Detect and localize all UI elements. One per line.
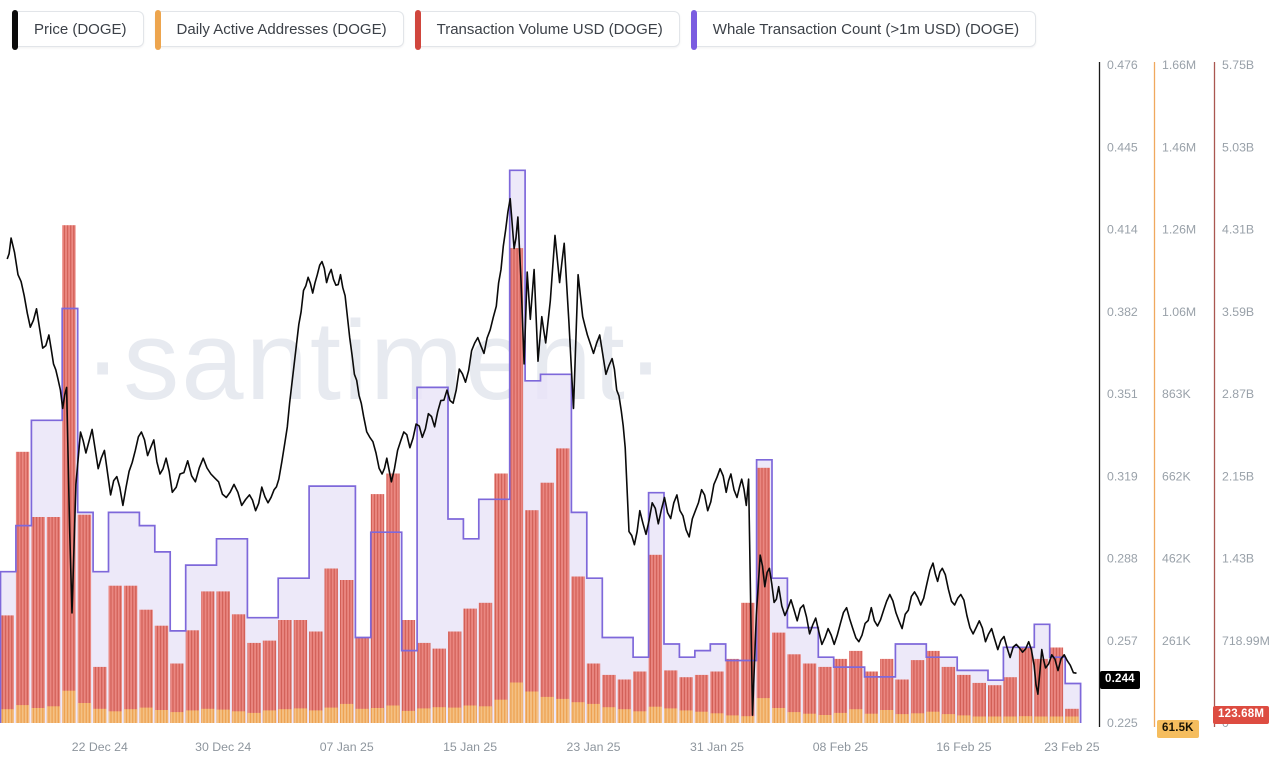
legend-item-label: Transaction Volume USD (DOGE)	[436, 20, 663, 38]
whale-area-fill	[0, 170, 1081, 724]
price-current-badge: 0.244	[1100, 671, 1140, 689]
daa-swatch-icon	[154, 10, 161, 50]
svg-text:08 Feb 25: 08 Feb 25	[813, 740, 869, 754]
svg-text:0.319: 0.319	[1107, 469, 1138, 483]
svg-text:718.99M: 718.99M	[1222, 634, 1270, 648]
daa-axis: 1.66M 1.46M 1.26M 1.06M 863K 662K 462K 261K	[1153, 58, 1196, 727]
daa-bars-series	[0, 682, 1079, 723]
svg-text:5.75B: 5.75B	[1222, 58, 1254, 72]
svg-text:1.66M: 1.66M	[1162, 58, 1196, 72]
svg-text:662K: 662K	[1162, 469, 1192, 483]
svg-text:1.46M: 1.46M	[1162, 140, 1196, 154]
legend-item-label: Price (DOGE)	[34, 20, 127, 38]
price-swatch-icon	[12, 10, 18, 50]
whale-step-outline	[0, 169, 1082, 723]
svg-text:07 Jan 25: 07 Jan 25	[320, 740, 374, 754]
svg-text:31 Jan 25: 31 Jan 25	[690, 740, 744, 754]
svg-text:1.06M: 1.06M	[1162, 305, 1196, 319]
volume-current-badge: 123.68M	[1213, 706, 1270, 724]
svg-text:0.414: 0.414	[1107, 223, 1138, 237]
volume-swatch-icon	[414, 10, 421, 50]
svg-text:30 Dec 24: 30 Dec 24	[195, 740, 251, 754]
svg-text:462K: 462K	[1162, 552, 1192, 566]
legend-item-label: Whale Transaction Count (>1m USD) (DOGE)	[712, 20, 1020, 38]
svg-text:16 Feb 25: 16 Feb 25	[936, 740, 992, 754]
svg-text:0.445: 0.445	[1107, 140, 1138, 154]
svg-text:0.382: 0.382	[1107, 305, 1138, 319]
x-axis-labels: 22 Dec 24 30 Dec 24 07 Jan 25 15 Jan 25 23 J…	[72, 740, 1100, 754]
svg-text:22 Dec 24: 22 Dec 24	[72, 740, 128, 754]
legend: Price (DOGE) Daily Active Addresses (DOG…	[12, 10, 1037, 50]
price-axis: 0.476 0.445 0.414 0.382 0.351 0.319 0.288 0.257…	[1098, 58, 1138, 730]
svg-text:0.351: 0.351	[1107, 387, 1138, 401]
svg-text:0.257: 0.257	[1107, 634, 1138, 648]
svg-text:0.225: 0.225	[1107, 716, 1138, 730]
svg-text:863K: 863K	[1162, 387, 1192, 401]
volume-axis: 5.75B 5.03B 4.31B 3.59B 2.87B 2.15B 1.43B 718.9…	[1213, 58, 1270, 730]
svg-text:23 Jan 25: 23 Jan 25	[566, 740, 620, 754]
legend-item-daily-active-addresses[interactable]: Daily Active Addresses (DOGE)	[154, 10, 404, 50]
whale-swatch-icon	[690, 10, 697, 50]
legend-item-transaction-volume[interactable]: Transaction Volume USD (DOGE)	[414, 10, 680, 50]
svg-text:0.476: 0.476	[1107, 58, 1138, 72]
svg-text:3.59B: 3.59B	[1222, 305, 1254, 319]
svg-text:261K: 261K	[1162, 634, 1192, 648]
svg-text:0.288: 0.288	[1107, 552, 1138, 566]
svg-text:2.87B: 2.87B	[1222, 387, 1254, 401]
price-line-series	[6, 197, 1077, 716]
svg-text:5.03B: 5.03B	[1222, 140, 1254, 154]
svg-text:1.26M: 1.26M	[1162, 223, 1196, 237]
daa-current-badge: 61.5K	[1157, 720, 1199, 738]
legend-item-label: Daily Active Addresses (DOGE)	[176, 20, 387, 38]
svg-text:4.31B: 4.31B	[1222, 223, 1254, 237]
svg-text:1.43B: 1.43B	[1222, 552, 1254, 566]
svg-text:23 Feb 25: 23 Feb 25	[1044, 740, 1100, 754]
legend-item-price[interactable]: Price (DOGE)	[12, 10, 144, 50]
svg-text:2.15B: 2.15B	[1222, 469, 1254, 483]
svg-text:15 Jan 25: 15 Jan 25	[443, 740, 497, 754]
legend-item-whale-transaction-count[interactable]: Whale Transaction Count (>1m USD) (DOGE)	[690, 10, 1037, 50]
